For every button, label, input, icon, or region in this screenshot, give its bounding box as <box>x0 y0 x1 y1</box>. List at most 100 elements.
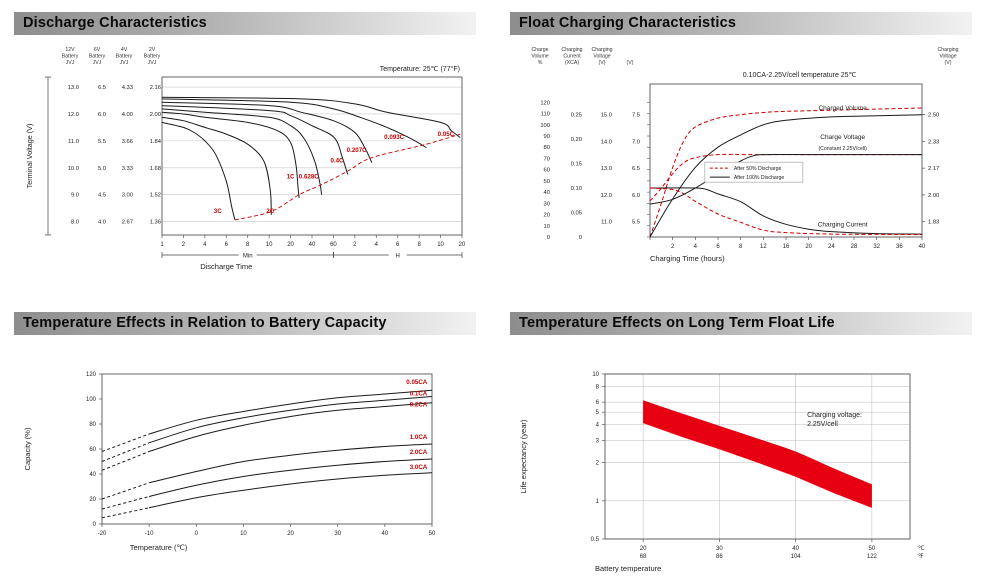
svg-text:5.0: 5.0 <box>98 166 106 172</box>
svg-text:60: 60 <box>544 168 550 174</box>
svg-text:4: 4 <box>375 242 379 248</box>
section-title-text: Float Charging Characteristics <box>519 15 737 31</box>
svg-text:70: 70 <box>544 156 550 162</box>
svg-text:Charging: Charging <box>937 47 958 53</box>
svg-text:Min: Min <box>243 254 253 260</box>
svg-text:0.05: 0.05 <box>571 211 582 217</box>
svg-text:℃: ℃ <box>918 546 925 552</box>
svg-text:4.5: 4.5 <box>98 193 106 199</box>
svg-text:2.17: 2.17 <box>928 166 939 172</box>
svg-text:0: 0 <box>195 531 199 537</box>
section-title-text: Temperature Effects in Relation to Batte… <box>23 315 387 331</box>
section-discharge: Discharge Characteristics 12V Battery JVJ 1… <box>14 12 496 284</box>
svg-text:3.33: 3.33 <box>122 166 133 172</box>
svg-text:14.0: 14.0 <box>601 139 612 145</box>
svg-text:104: 104 <box>791 554 802 560</box>
svg-text:Charging: Charging <box>561 47 582 53</box>
svg-text:(XCA): (XCA) <box>565 60 579 66</box>
svg-text:2: 2 <box>353 242 357 248</box>
svg-text:6.5: 6.5 <box>98 85 106 91</box>
svg-text:Voltage: Voltage <box>939 54 956 60</box>
svg-text:11.0: 11.0 <box>601 220 612 226</box>
svg-text:1.52: 1.52 <box>150 193 161 199</box>
svg-text:(V): (V) <box>627 60 634 66</box>
svg-text:After 50% Discharge: After 50% Discharge <box>734 166 782 172</box>
svg-text:Capacity (%): Capacity (%) <box>23 427 32 470</box>
svg-text:12: 12 <box>760 244 767 250</box>
svg-text:2.50: 2.50 <box>928 113 939 119</box>
section-title-temp-capacity: Temperature Effects in Relation to Batte… <box>14 312 476 335</box>
section-title-float-life: Temperature Effects on Long Term Float L… <box>510 312 972 335</box>
svg-text:1.84: 1.84 <box>150 139 162 145</box>
svg-text:Charge: Charge <box>531 47 548 53</box>
svg-text:2.33: 2.33 <box>928 139 939 145</box>
svg-text:4: 4 <box>596 422 600 428</box>
section-float-charging: Float Charging Characteristics Charge Vol… <box>510 12 992 284</box>
svg-text:36: 36 <box>896 244 903 250</box>
svg-text:6: 6 <box>396 242 400 248</box>
svg-text:JVJ: JVJ <box>66 60 75 66</box>
svg-text:Battery: Battery <box>89 54 106 60</box>
svg-text:Temperature (℃): Temperature (℃) <box>130 543 188 552</box>
svg-text:3: 3 <box>596 438 600 444</box>
svg-text:120: 120 <box>86 372 97 378</box>
svg-text:50: 50 <box>429 531 436 537</box>
svg-text:2.25V/cell: 2.25V/cell <box>807 421 838 428</box>
svg-text:0: 0 <box>93 522 97 528</box>
svg-text:(V): (V) <box>945 60 952 66</box>
svg-text:12V: 12V <box>65 47 75 53</box>
svg-text:13.0: 13.0 <box>68 85 79 91</box>
svg-text:80: 80 <box>89 422 96 428</box>
svg-text:20: 20 <box>287 242 294 248</box>
svg-text:After 100% Discharge: After 100% Discharge <box>734 175 785 181</box>
svg-text:2.00: 2.00 <box>928 193 939 199</box>
svg-text:40: 40 <box>382 531 389 537</box>
svg-text:120: 120 <box>540 100 550 106</box>
svg-text:2: 2 <box>671 244 675 250</box>
svg-text:40: 40 <box>919 244 926 250</box>
svg-text:12.0: 12.0 <box>601 193 612 199</box>
svg-text:℉: ℉ <box>918 554 924 560</box>
svg-text:4.00: 4.00 <box>122 112 133 118</box>
svg-text:3.66: 3.66 <box>122 139 133 145</box>
svg-text:15.0: 15.0 <box>601 113 612 119</box>
svg-text:8: 8 <box>596 384 600 390</box>
svg-text:20: 20 <box>640 546 647 552</box>
svg-text:6: 6 <box>225 242 229 248</box>
svg-text:10: 10 <box>240 531 247 537</box>
svg-text:H: H <box>396 254 400 260</box>
svg-text:JVJ: JVJ <box>93 60 102 66</box>
svg-text:12.0: 12.0 <box>68 112 79 118</box>
svg-text:Life expectancy (year): Life expectancy (year) <box>519 419 528 493</box>
svg-text:0.05C: 0.05C <box>438 131 455 138</box>
svg-text:Voltage: Voltage <box>593 54 610 60</box>
svg-text:10: 10 <box>266 242 273 248</box>
svg-text:0.10: 0.10 <box>571 186 582 192</box>
svg-text:Battery temperature: Battery temperature <box>595 564 661 573</box>
section-temp-capacity: Temperature Effects in Relation to Batte… <box>14 312 496 574</box>
svg-text:Charging voltage:: Charging voltage: <box>807 412 862 419</box>
svg-text:Charged Volume: Charged Volume <box>818 105 867 112</box>
svg-text:%: % <box>538 60 543 66</box>
svg-text:-20: -20 <box>98 531 107 537</box>
svg-text:4: 4 <box>203 242 207 248</box>
svg-text:20: 20 <box>89 497 96 503</box>
svg-text:11.0: 11.0 <box>68 139 79 145</box>
svg-text:0.628C: 0.628C <box>299 174 319 181</box>
svg-text:6.5: 6.5 <box>632 166 640 172</box>
temperature-capacity-chart: 0 20 40 60 80 100 120 -20 -10 0 10 20 30 40 50 Capacity… <box>23 372 436 552</box>
svg-text:100: 100 <box>86 397 97 403</box>
svg-text:2.0CA: 2.0CA <box>410 449 428 456</box>
svg-text:7.0: 7.0 <box>632 139 640 145</box>
svg-text:1.0CA: 1.0CA <box>410 434 428 441</box>
svg-text:20: 20 <box>544 213 550 219</box>
svg-text:10: 10 <box>592 372 599 378</box>
svg-text:122: 122 <box>867 554 878 560</box>
svg-text:10: 10 <box>437 242 444 248</box>
section-float-life: Temperature Effects on Long Term Float L… <box>510 312 992 579</box>
svg-text:Charging Time (hours): Charging Time (hours) <box>650 254 725 263</box>
svg-text:Current: Current <box>563 54 581 60</box>
svg-text:20: 20 <box>805 244 812 250</box>
